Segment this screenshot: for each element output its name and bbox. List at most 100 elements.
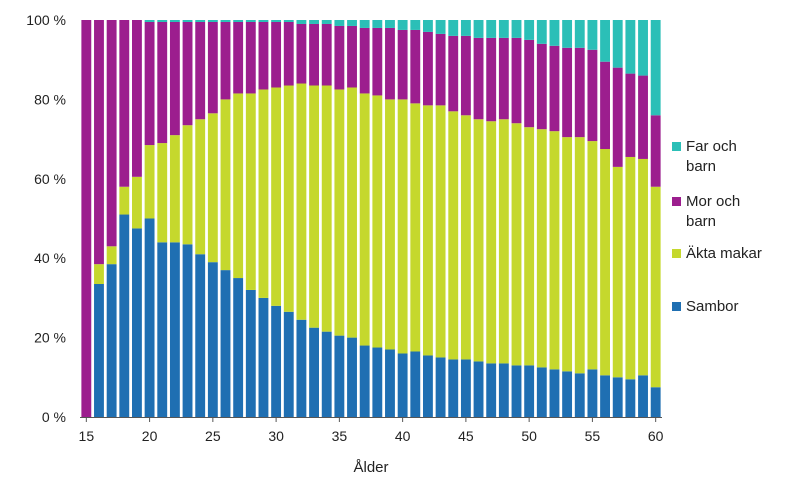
bar-segment-äkta-makar-39 (385, 99, 395, 350)
bar-segment-far-och-barn-36 (347, 20, 357, 26)
bar-segment-sambor-36 (347, 337, 357, 417)
bar-segment-sambor-25 (207, 262, 218, 417)
bar-segment-far-och-barn-21 (157, 20, 168, 22)
bar-segment-far-och-barn-56 (600, 20, 610, 62)
bar-segment-far-och-barn-47 (486, 20, 497, 38)
bar-segment-sambor-42 (423, 355, 433, 417)
bar-segment-sambor-31 (283, 311, 294, 417)
y-tick-label: 40 % (34, 250, 66, 266)
bar-segment-far-och-barn-28 (245, 20, 256, 22)
bar-segment-mor-och-barn-56 (600, 61, 610, 150)
bar-segment-mor-och-barn-51 (536, 43, 547, 130)
bar-segment-far-och-barn-40 (397, 20, 408, 30)
x-axis-title: Ålder (353, 459, 388, 476)
bar-segment-sambor-35 (334, 335, 345, 417)
y-tick-label: 100 % (26, 12, 66, 28)
y-tick-label: 20 % (34, 330, 66, 346)
bar-segment-äkta-makar-23 (182, 125, 193, 245)
bar-segment-mor-och-barn-33 (309, 23, 319, 86)
bar-segment-mor-och-barn-45 (460, 35, 471, 116)
bar-segment-mor-och-barn-46 (473, 37, 484, 120)
bar-segment-sambor-19 (132, 228, 142, 417)
bar-segment-far-och-barn-46 (473, 20, 484, 38)
bar-segment-äkta-makar-35 (334, 89, 345, 336)
bar-segment-äkta-makar-28 (245, 93, 256, 290)
bar-segment-far-och-barn-32 (296, 20, 307, 24)
bar-segment-mor-och-barn-35 (334, 25, 345, 90)
bar-segment-sambor-59 (638, 375, 648, 417)
bar-segment-äkta-makar-18 (119, 186, 130, 215)
bar-segment-äkta-makar-49 (511, 123, 522, 366)
bar-segment-sambor-45 (460, 359, 471, 417)
bar-segment-mor-och-barn-17 (106, 20, 117, 247)
bar-segment-sambor-40 (397, 353, 408, 417)
bar-segment-far-och-barn-49 (511, 20, 522, 38)
bar-segment-mor-och-barn-44 (448, 35, 459, 112)
x-tick-label: 30 (268, 428, 284, 444)
bar-segment-far-och-barn-33 (309, 20, 319, 24)
bar-segment-mor-och-barn-22 (169, 21, 180, 136)
bar-segment-mor-och-barn-57 (612, 67, 623, 167)
bar-segment-far-och-barn-42 (423, 20, 433, 32)
bar-segment-mor-och-barn-24 (195, 21, 206, 120)
bar-segment-far-och-barn-27 (233, 20, 244, 22)
bar-segment-mor-och-barn-20 (144, 21, 155, 146)
x-tick-label: 60 (648, 428, 664, 444)
y-tick-label: 0 % (42, 409, 66, 425)
bar-segment-äkta-makar-41 (410, 103, 421, 352)
legend-label: barn (686, 158, 716, 175)
bar-segment-mor-och-barn-25 (207, 21, 218, 114)
bar-segment-sambor-37 (359, 345, 370, 417)
y-axis: 0 % 20 % 40 % 60 % 80 % 100 % (26, 12, 66, 425)
legend-swatch (672, 197, 681, 206)
bar-segment-äkta-makar-29 (258, 89, 269, 298)
bar-segment-äkta-makar-21 (157, 143, 168, 243)
bar-segment-far-och-barn-41 (410, 20, 421, 30)
bar-segment-mor-och-barn-43 (435, 33, 446, 106)
bar-segment-äkta-makar-25 (207, 113, 218, 263)
legend-label: Mor och (686, 193, 740, 210)
bar-segment-äkta-makar-34 (321, 85, 332, 332)
bar-segment-far-och-barn-52 (549, 20, 560, 46)
bar-segment-äkta-makar-30 (271, 87, 282, 306)
bar-segment-mor-och-barn-15 (81, 20, 92, 417)
bar-segment-far-och-barn-48 (498, 20, 509, 38)
bar-segment-sambor-22 (169, 242, 180, 417)
bar-segment-äkta-makar-53 (562, 137, 573, 372)
bar-segment-far-och-barn-24 (195, 20, 206, 22)
bar-segment-sambor-26 (220, 270, 231, 417)
bar-segment-mor-och-barn-48 (498, 37, 509, 120)
bar-segment-mor-och-barn-36 (347, 25, 357, 88)
bar-segment-far-och-barn-35 (334, 20, 345, 26)
bar-segment-sambor-32 (296, 319, 307, 417)
bar-segment-mor-och-barn-42 (423, 31, 433, 106)
bar-segment-mor-och-barn-18 (119, 20, 130, 187)
bar-segment-mor-och-barn-31 (283, 21, 294, 86)
bar-segment-mor-och-barn-29 (258, 21, 269, 90)
bar-segment-far-och-barn-38 (372, 20, 383, 28)
bar-segment-sambor-58 (625, 379, 636, 417)
bar-segment-sambor-39 (385, 349, 395, 417)
legend-label: Sambor (686, 298, 739, 315)
bar-segment-mor-och-barn-52 (549, 45, 560, 132)
bar-segment-äkta-makar-52 (549, 131, 560, 370)
bar-segment-mor-och-barn-50 (524, 39, 535, 128)
bar-segment-far-och-barn-43 (435, 20, 446, 34)
bar-segment-äkta-makar-36 (347, 87, 357, 338)
bar-segment-mor-och-barn-37 (359, 27, 370, 94)
bar-segment-äkta-makar-32 (296, 83, 307, 320)
bar-segment-mor-och-barn-47 (486, 37, 497, 122)
bar-segment-äkta-makar-47 (486, 121, 497, 364)
bar-segment-far-och-barn-29 (258, 20, 269, 22)
bar-segment-äkta-makar-54 (574, 137, 585, 374)
bar-segment-mor-och-barn-41 (410, 29, 421, 104)
bar-segment-far-och-barn-20 (144, 20, 155, 22)
bar-segment-far-och-barn-58 (625, 20, 636, 74)
bar-segment-sambor-29 (258, 297, 269, 417)
bar-segment-äkta-makar-60 (650, 186, 661, 388)
bar-segment-sambor-38 (372, 347, 383, 417)
bar-segment-äkta-makar-20 (144, 145, 155, 219)
x-tick-label: 45 (458, 428, 474, 444)
bar-segment-äkta-makar-37 (359, 93, 370, 346)
